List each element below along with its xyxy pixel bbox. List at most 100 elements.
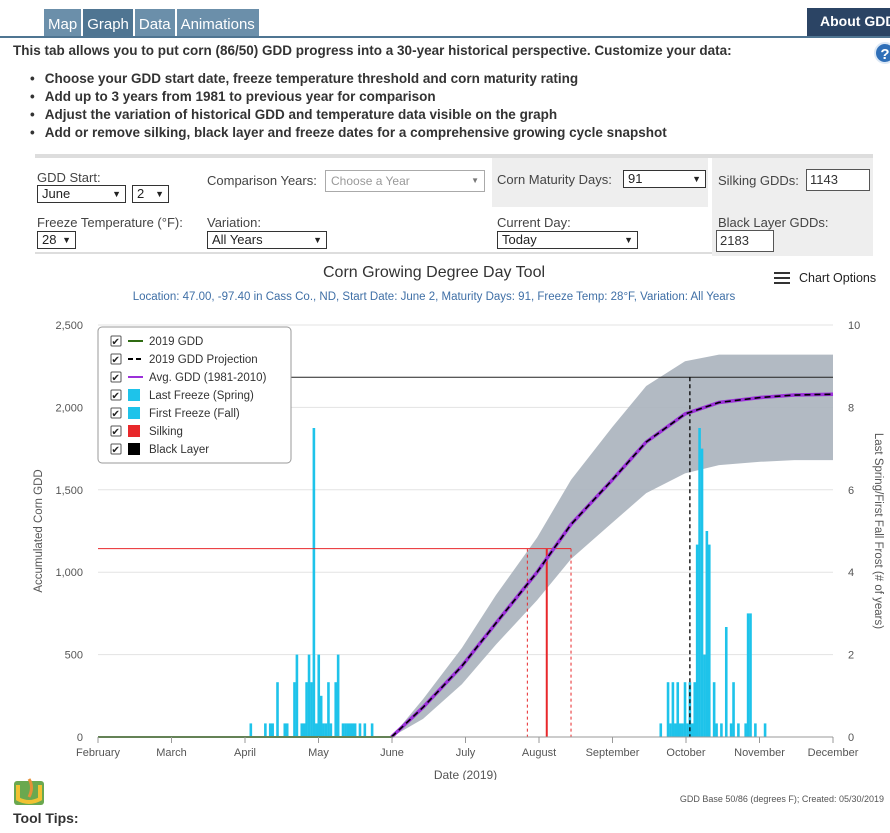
maturity-days-label: Corn Maturity Days: — [497, 172, 612, 187]
first-freeze-bar — [707, 544, 711, 737]
silking-gdds-input[interactable]: 1143 — [806, 169, 870, 191]
help-icon[interactable]: ? — [874, 42, 890, 64]
list-item: Add up to 3 years from 1981 to previous … — [30, 88, 667, 106]
x-tick-label: October — [666, 747, 705, 759]
gdd-start-month-select[interactable]: June ▼ — [37, 185, 126, 203]
legend-swatch — [128, 425, 140, 437]
last-freeze-bar — [268, 723, 272, 737]
x-tick-label: March — [156, 747, 187, 759]
variation-select[interactable]: All Years ▼ — [207, 231, 327, 249]
y2-tick-label: 8 — [848, 402, 854, 414]
x-tick-label: February — [76, 747, 121, 759]
hamburger-menu-icon — [774, 272, 790, 284]
first-freeze-bar — [700, 448, 704, 737]
last-freeze-bar — [370, 723, 374, 737]
check-icon: ✔ — [112, 337, 120, 348]
y-tick-label: 2,000 — [55, 402, 83, 414]
legend-item-label[interactable]: Silking — [149, 426, 183, 438]
x-tick-label: December — [808, 747, 859, 759]
y-tick-label: 1,500 — [55, 485, 83, 497]
legend-checkbox[interactable] — [110, 371, 122, 383]
last-freeze-bar — [363, 723, 367, 737]
y-axis-title: Accumulated Corn GDD — [33, 469, 45, 592]
first-freeze-bar — [681, 723, 684, 737]
y2-tick-label: 0 — [848, 732, 854, 744]
check-icon: ✔ — [112, 373, 120, 384]
x-tick-label: September — [586, 747, 640, 759]
first-freeze-bar — [720, 723, 723, 737]
black-layer-gdds-input[interactable]: 2183 — [716, 230, 774, 252]
first-freeze-bar — [705, 531, 709, 737]
first-freeze-bar — [669, 723, 672, 737]
logo-icon — [14, 778, 44, 805]
first-freeze-bar — [729, 723, 733, 737]
legend-item-label[interactable]: Last Freeze (Spring) — [149, 390, 254, 402]
list-item: Choose your GDD start date, freeze tempe… — [30, 70, 667, 88]
legend-item-label[interactable]: Avg. GDD (1981-2010) — [149, 372, 267, 384]
last-freeze-bar — [283, 723, 287, 737]
legend-checkbox[interactable] — [110, 425, 122, 437]
first-freeze-bar — [749, 613, 752, 737]
first-freeze-bar — [732, 682, 735, 737]
legend-swatch — [128, 389, 140, 401]
first-freeze-bar — [737, 723, 740, 737]
feature-list: Choose your GDD start date, freeze tempe… — [30, 70, 667, 142]
tab-bar-divider — [0, 36, 890, 38]
legend-checkbox[interactable] — [110, 353, 122, 365]
about-gdd-button[interactable]: About GDD — [807, 8, 890, 36]
first-freeze-bar — [744, 723, 747, 737]
last-freeze-bar — [312, 428, 316, 737]
freeze-temp-label: Freeze Temperature (°F): — [37, 215, 183, 230]
dropdown-arrow-icon: ▼ — [624, 235, 633, 245]
last-freeze-bar — [315, 723, 318, 737]
comparison-years-select[interactable]: Choose a Year ▼ — [325, 170, 485, 192]
y-tick-label: 2,500 — [55, 320, 83, 332]
last-freeze-bar — [300, 723, 304, 737]
chart-title: Corn Growing Degree Day Tool — [322, 264, 546, 281]
legend-item-label[interactable]: First Freeze (Fall) — [149, 408, 240, 420]
tab-map[interactable]: Map — [44, 9, 82, 36]
last-freeze-bar — [329, 723, 333, 737]
last-freeze-bar — [324, 723, 328, 737]
dropdown-arrow-icon: ▼ — [155, 189, 164, 199]
comparison-years-label: Comparison Years: — [207, 173, 317, 188]
legend-swatch — [128, 443, 140, 455]
check-icon: ✔ — [112, 391, 120, 402]
check-icon: ✔ — [112, 355, 120, 366]
first-freeze-bar — [698, 428, 701, 737]
last-freeze-bar — [358, 723, 362, 737]
last-freeze-bar — [317, 654, 321, 737]
controls-panel: GDD Start: June ▼ 2 ▼ Comparison Years: Ch… — [35, 154, 873, 256]
tab-animations[interactable]: Animations — [176, 9, 259, 36]
current-day-select[interactable]: Today ▼ — [497, 231, 638, 249]
freeze-temp-select[interactable]: 28 ▼ — [37, 231, 76, 249]
last-freeze-bar — [319, 695, 323, 737]
y2-tick-label: 6 — [848, 485, 854, 497]
y2-tick-label: 10 — [848, 320, 860, 332]
first-freeze-bar — [754, 723, 757, 737]
last-freeze-bar — [346, 723, 350, 737]
last-freeze-bar — [249, 723, 253, 737]
last-freeze-bar — [336, 654, 340, 737]
chart-options-button[interactable]: Chart Options — [774, 271, 876, 285]
legend-checkbox[interactable] — [110, 389, 122, 401]
first-freeze-bar — [712, 682, 716, 737]
legend-checkbox[interactable] — [110, 407, 122, 419]
tab-graph[interactable]: Graph — [83, 9, 133, 36]
gdd-start-day-select[interactable]: 2 ▼ — [132, 185, 169, 203]
legend-item-label[interactable]: Black Layer — [149, 444, 209, 456]
black-layer-gdds-label: Black Layer GDDs: — [718, 215, 829, 230]
legend-item-label[interactable]: 2019 GDD Projection — [149, 354, 258, 366]
dropdown-arrow-icon: ▼ — [692, 174, 701, 184]
maturity-days-select[interactable]: 91 ▼ — [623, 170, 706, 188]
first-freeze-bar — [715, 723, 718, 737]
legend-checkbox[interactable] — [110, 335, 122, 347]
legend-checkbox[interactable] — [110, 443, 122, 455]
last-freeze-bar — [327, 682, 330, 737]
legend-swatch — [128, 407, 140, 419]
tab-data[interactable]: Data — [134, 9, 175, 36]
last-freeze-bar — [348, 723, 352, 737]
check-icon: ✔ — [112, 445, 120, 456]
first-freeze-bar — [676, 682, 680, 737]
legend-item-label[interactable]: 2019 GDD — [149, 336, 203, 348]
